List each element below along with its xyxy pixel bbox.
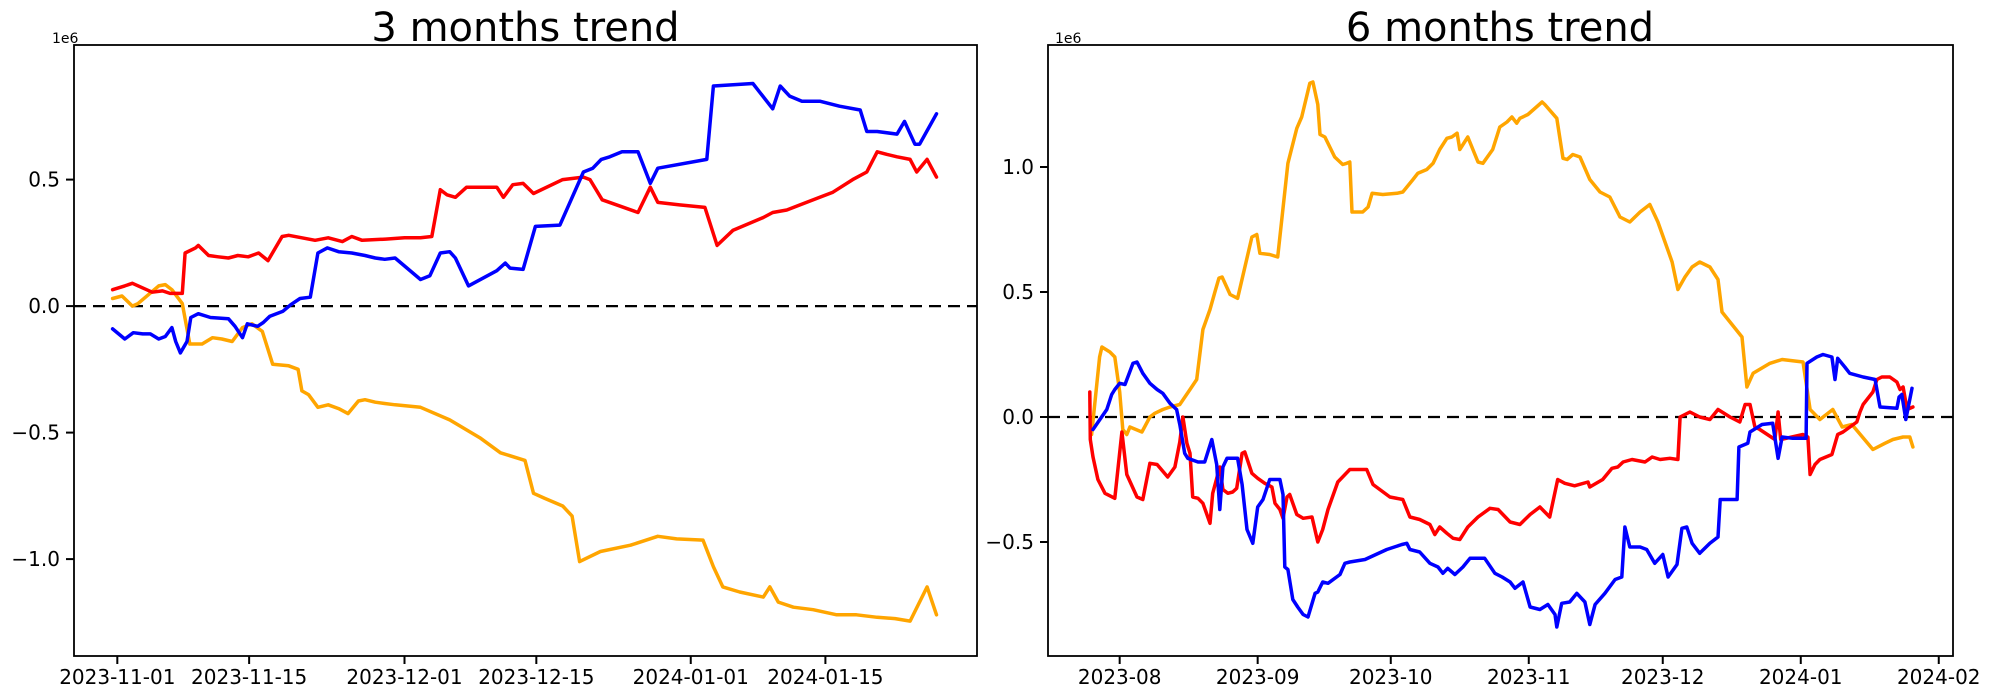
y-tick-label: −1.0 [11,547,60,571]
chart-title: 3 months trend [371,5,679,51]
x-tick-label: 2023-09 [1216,665,1300,689]
y-tick-label: 0.5 [28,168,60,192]
x-tick-label: 2024-01 [1759,665,1843,689]
series-line-orange [1089,80,1915,452]
y-tick-label: 0.0 [28,294,60,318]
series-line-red [1088,375,1915,544]
chart-6-months-trend: 2023-08 2023-09 2023-10 2023-11 2023-12 2024-… [985,5,1980,689]
y-tick-label: −0.5 [11,421,60,445]
x-tick-label: 2023-11-15 [191,665,307,689]
axes-frame [1047,44,1954,657]
y-tick-label: 1.0 [1002,155,1034,179]
series-line-blue [1091,352,1914,629]
x-tick-label: 2023-12 [1621,665,1705,689]
x-tick-label: 2023-11-01 [59,665,175,689]
axes-frame [73,44,978,657]
x-tick-label: 2024-01-01 [633,665,749,689]
x-tick-label: 2024-02 [1897,665,1981,689]
x-tick-label: 2023-08 [1078,665,1162,689]
x-tick-label: 2023-11 [1487,665,1571,689]
y-axis-offset-label: 1e6 [52,31,79,47]
x-tick-label: 2023-12-15 [478,665,594,689]
x-tick-label: 2023-10 [1349,665,1433,689]
chart-3-months-trend: 2023-11-01 2023-11-15 2023-12-01 2023-12-15… [11,5,978,689]
y-axis-offset-label: 1e6 [1055,31,1082,47]
y-tick-label: 0.0 [1002,405,1034,429]
series-line-red [110,150,939,296]
chart-title: 6 months trend [1346,5,1654,51]
series-line-orange [110,282,939,623]
x-tick-label: 2024-01-15 [767,665,883,689]
y-tick-label: 0.5 [1002,280,1034,304]
series-line-blue [110,81,939,355]
x-tick-label: 2023-12-01 [346,665,462,689]
y-tick-label: −0.5 [985,530,1034,554]
